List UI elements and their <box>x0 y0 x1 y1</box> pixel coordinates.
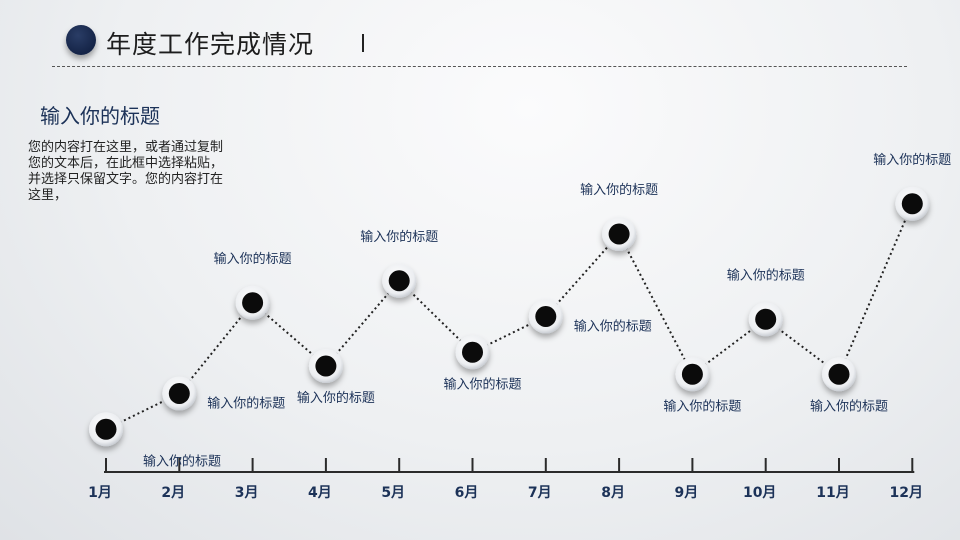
data-point-label: 输入你的标题 <box>297 390 375 406</box>
data-point-core <box>681 363 703 385</box>
data-point-core <box>608 223 630 245</box>
header-divider <box>52 66 907 67</box>
data-point <box>822 357 856 392</box>
x-tick-label: 1月 <box>88 485 112 501</box>
x-tick-label: 11月 <box>816 485 849 501</box>
data-point <box>455 335 490 370</box>
intro-body: 您的内容打在这里，或者通过复制 您的文本后，在此框中选择粘贴， 并选择只保留文字… <box>28 140 278 204</box>
data-point-label: 输入你的标题 <box>443 376 521 392</box>
data-point-core <box>95 418 117 440</box>
series-line-segment <box>398 280 474 353</box>
data-point-label: 输入你的标题 <box>727 267 805 283</box>
intro-line: 您的内容打在这里，或者通过复制 <box>28 140 224 155</box>
page-title: 年度工作完成情况 <box>106 30 315 59</box>
data-point-core <box>828 363 850 385</box>
intro-line: 这里， <box>28 188 68 203</box>
series-line-segment <box>178 302 254 395</box>
data-point-label: 输入你的标题 <box>580 182 658 198</box>
data-point-label: 输入你的标题 <box>207 396 285 412</box>
data-point-label: 输入你的标题 <box>574 319 652 335</box>
series-line-segment <box>838 203 914 375</box>
data-point-core <box>755 308 777 330</box>
x-tick-label: 2月 <box>161 485 185 501</box>
series-line-segment <box>618 233 694 375</box>
data-point <box>895 186 930 221</box>
intro-line: 并选择只保留文字。您的内容打在 <box>28 172 224 187</box>
data-point <box>675 357 710 392</box>
title-separator <box>362 34 364 52</box>
data-point <box>528 299 563 334</box>
data-point-core <box>315 355 337 377</box>
x-tick-label: 5月 <box>381 485 405 501</box>
x-tick-label: 4月 <box>308 485 332 501</box>
data-point-label: 输入你的标题 <box>143 453 221 469</box>
data-point-core <box>901 193 923 215</box>
data-point-label: 输入你的标题 <box>360 229 438 245</box>
series-line-segment <box>472 315 547 354</box>
data-point <box>89 412 123 447</box>
data-point <box>235 285 270 320</box>
data-point <box>162 376 197 411</box>
data-point <box>382 263 417 298</box>
series-line-segment <box>105 392 180 431</box>
data-point-core <box>168 383 190 404</box>
data-point <box>308 349 343 383</box>
intro-line: 您的文本后，在此框中选择粘贴， <box>28 156 224 171</box>
slide-header: 年度工作完成情况 <box>0 0 960 70</box>
data-point <box>748 302 783 337</box>
data-point-label: 输入你的标题 <box>810 398 888 414</box>
series-line-segment <box>325 280 400 367</box>
x-tick-label: 12月 <box>890 485 923 501</box>
x-tick-label: 9月 <box>675 485 699 501</box>
x-tick-label: 6月 <box>455 485 479 501</box>
intro-title: 输入你的标题 <box>40 104 160 128</box>
data-point-label: 输入你的标题 <box>214 251 292 267</box>
title-dot-icon <box>66 25 96 55</box>
x-tick-label: 3月 <box>235 485 259 501</box>
x-tick-label: 7月 <box>528 485 552 501</box>
data-point-core <box>462 341 483 363</box>
data-point-label: 输入你的标题 <box>873 152 951 168</box>
data-point <box>602 217 637 251</box>
data-point-core <box>388 270 410 292</box>
data-point-core <box>535 306 557 327</box>
x-tick-label: 8月 <box>601 485 625 501</box>
x-tick-label: 10月 <box>743 485 776 501</box>
data-point-core <box>242 292 264 314</box>
series-line-segment <box>545 233 620 318</box>
data-point-label: 输入你的标题 <box>663 398 741 414</box>
